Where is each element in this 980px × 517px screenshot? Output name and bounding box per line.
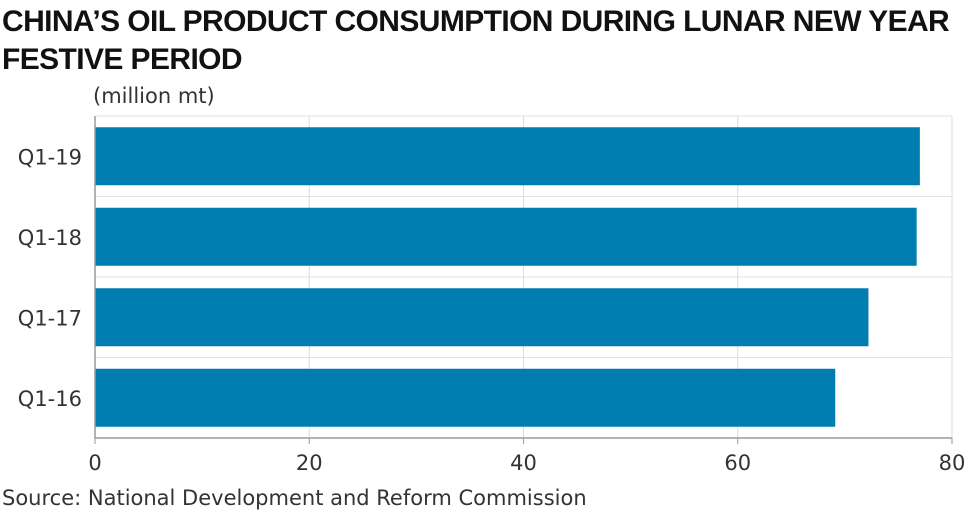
axis-labels: 0 20 40 60 80 Q1-19 Q1-18 Q1-17 Q1-16 bbox=[18, 145, 966, 475]
y-tick-label-Q1-17: Q1-17 bbox=[18, 306, 82, 330]
source-note: Source: National Development and Reform … bbox=[2, 486, 587, 510]
x-tick-label-80: 80 bbox=[939, 451, 966, 475]
bar-Q1-18 bbox=[95, 207, 917, 266]
bars bbox=[95, 127, 920, 427]
y-tick-label-Q1-18: Q1-18 bbox=[18, 226, 82, 250]
x-tick-label-0: 0 bbox=[88, 451, 101, 475]
y-tick-label-Q1-19: Q1-19 bbox=[18, 145, 82, 169]
x-tick-label-60: 60 bbox=[724, 451, 751, 475]
bar-Q1-19 bbox=[95, 127, 920, 186]
bar-Q1-16 bbox=[95, 368, 836, 427]
axes bbox=[94, 116, 953, 444]
y-tick-label-Q1-16: Q1-16 bbox=[18, 387, 82, 411]
chart-title: CHINA’S OIL PRODUCT CONSUMPTION DURING L… bbox=[2, 5, 950, 76]
x-tick-label-40: 40 bbox=[510, 451, 537, 475]
x-tick-label-20: 20 bbox=[296, 451, 323, 475]
unit-label: (million mt) bbox=[93, 84, 215, 108]
bar-Q1-17 bbox=[95, 288, 869, 347]
